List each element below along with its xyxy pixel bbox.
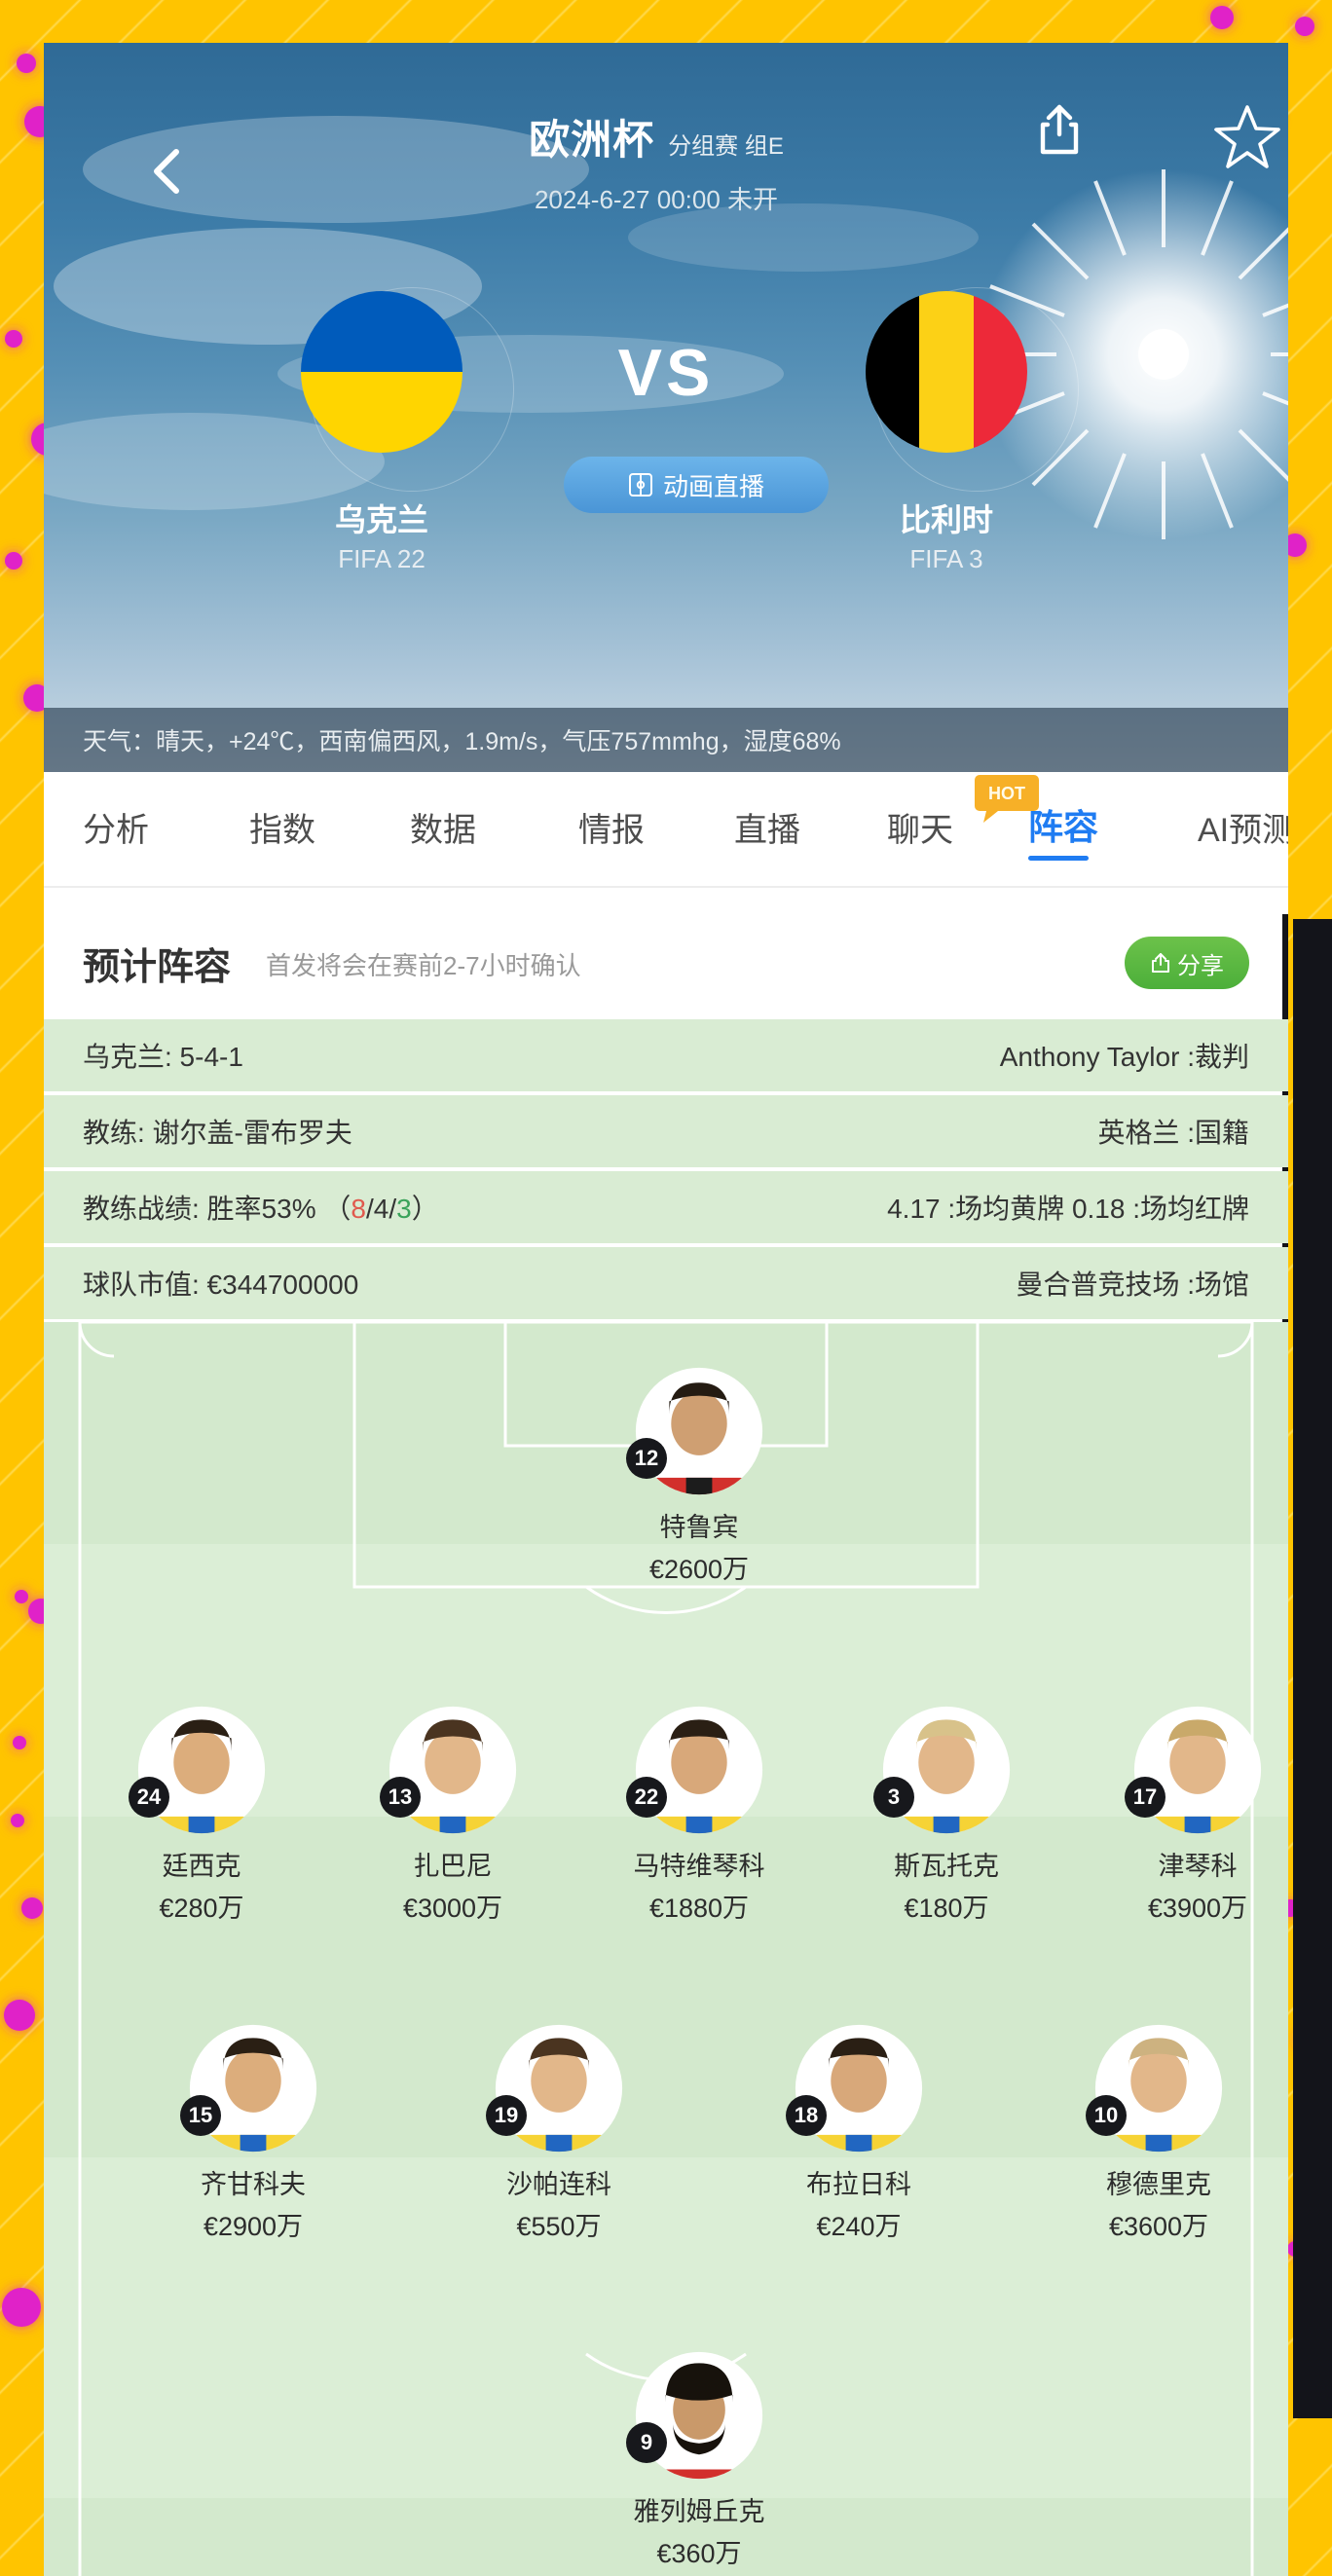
svg-text:HOT: HOT [988, 784, 1025, 803]
